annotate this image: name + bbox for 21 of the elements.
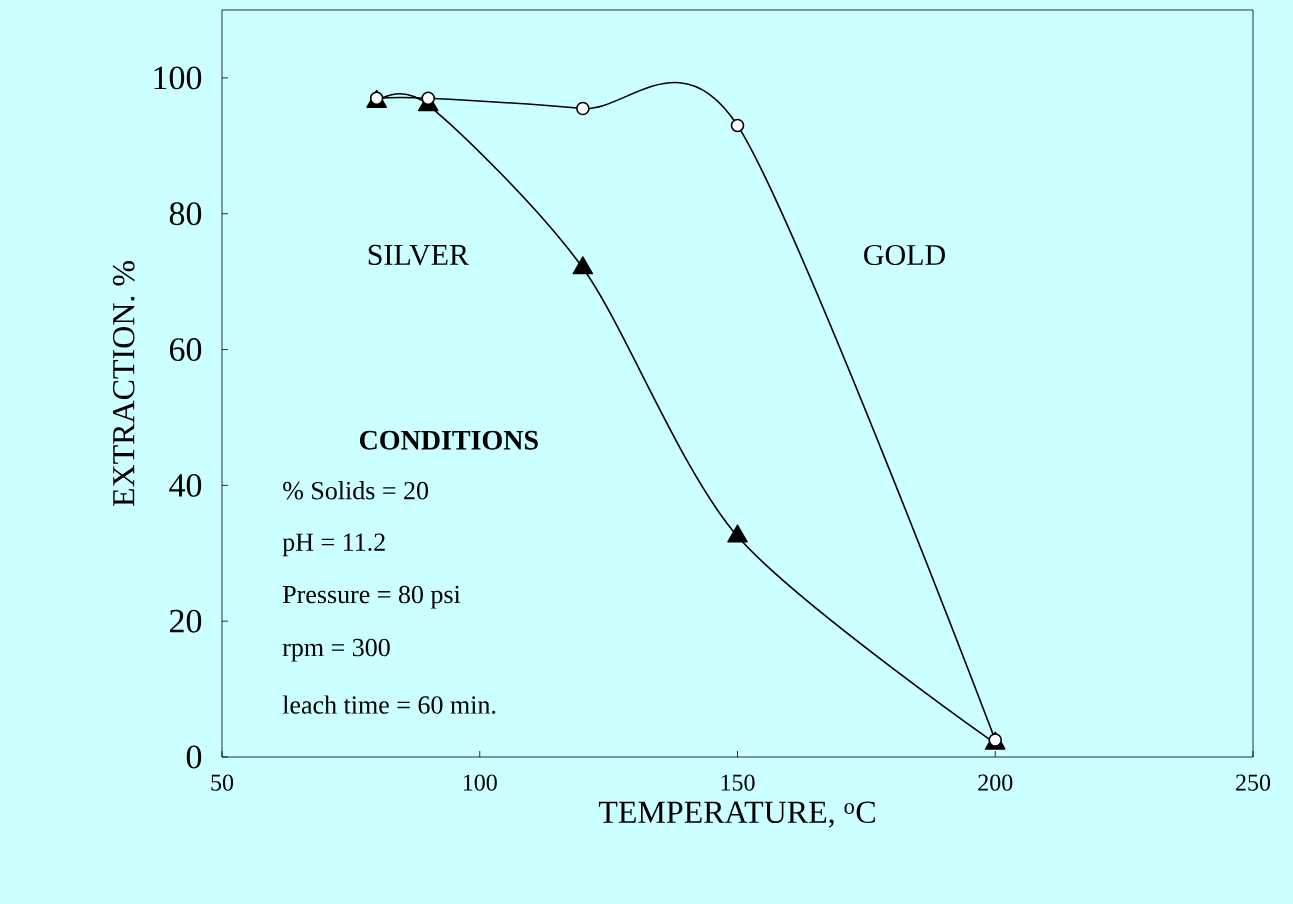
x-tick-label: 250 (1236, 774, 1271, 791)
x-axis-title: TEMPERATURE, $^{o}$C (598, 801, 875, 828)
x-tick-label: 50 (211, 774, 234, 791)
y-tick-label: 0 (186, 745, 202, 769)
x-tick-label: 150 (721, 774, 755, 791)
text: SILVER (368, 244, 469, 266)
series-label: GOLD (864, 244, 945, 266)
y-axis-title: EXTRACTION. % (112, 261, 135, 507)
y-tick-label: 100 (154, 66, 202, 90)
annotation: leach time = 60 min. (282, 695, 496, 714)
x-tick-label: 100 (463, 774, 497, 791)
y-tick-label: 60 (169, 338, 202, 362)
annotation: Pressure = 80 psi (282, 585, 461, 609)
annotation: pH = 11.2 (282, 533, 385, 557)
annotation: CONDITIONS (359, 430, 538, 450)
annotation: rpm = 300 (282, 638, 390, 662)
x-tick-label: 200 (978, 774, 1013, 791)
y-tick-label: 20 (169, 609, 202, 633)
y-tick-label: 80 (169, 202, 202, 226)
y-tick-label: 40 (169, 473, 202, 497)
annotation: % Solids = 20 (283, 481, 429, 500)
